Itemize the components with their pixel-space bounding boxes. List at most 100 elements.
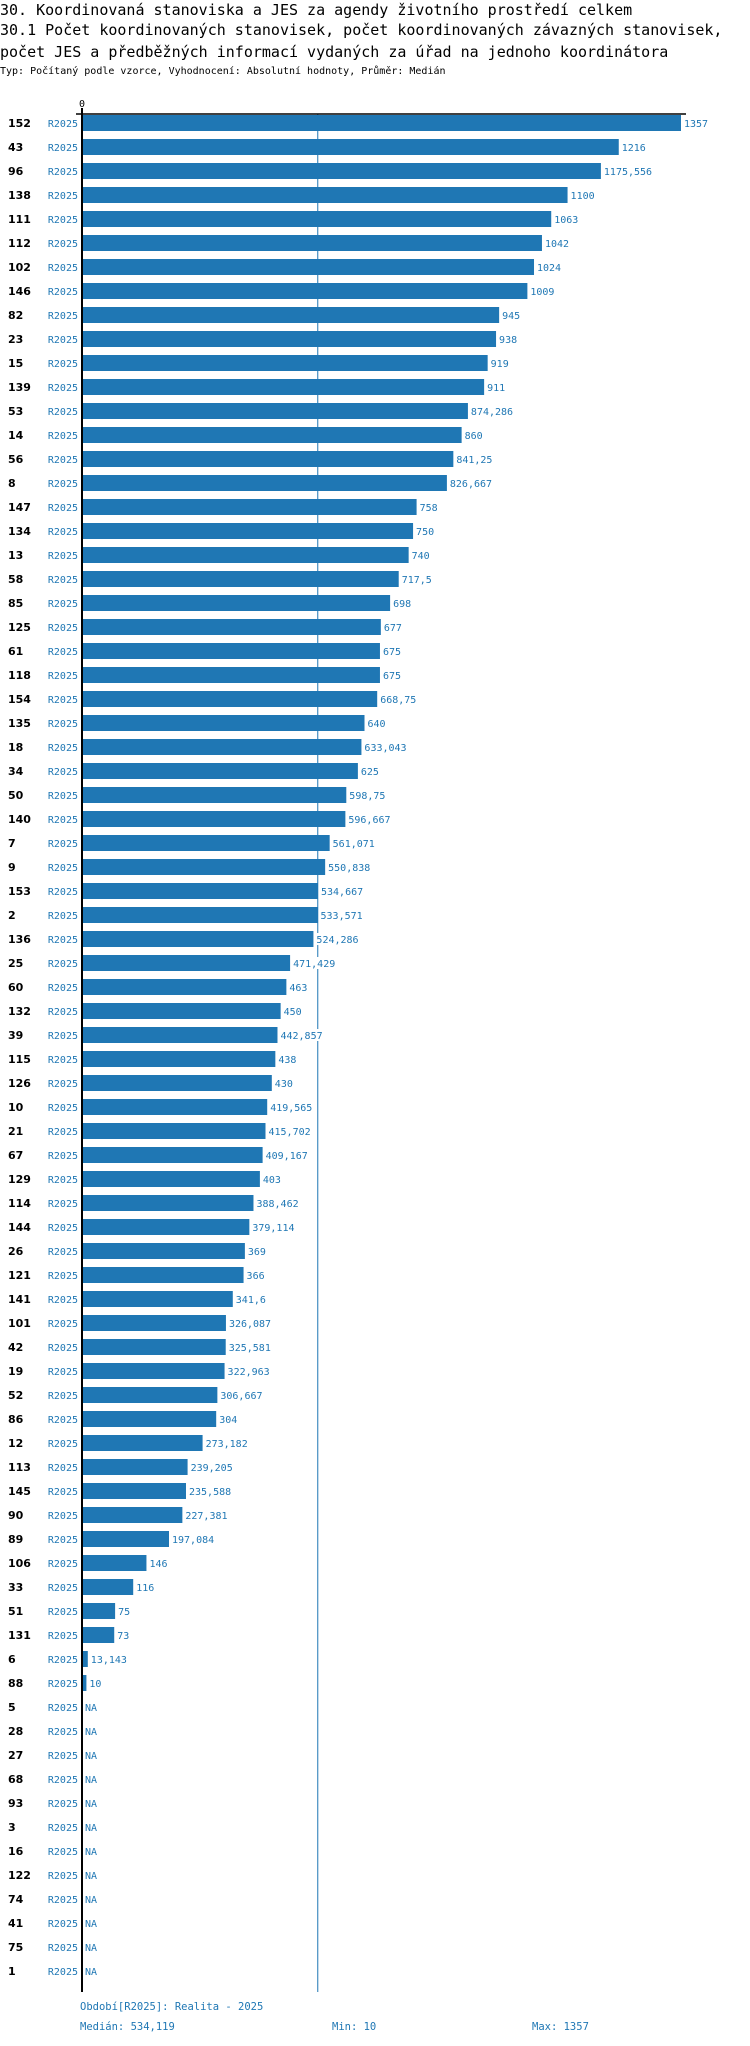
value-label: 1063 <box>554 215 578 226</box>
series-label: R2025 <box>48 1079 78 1090</box>
row-label: 39 <box>8 1029 23 1042</box>
bar <box>82 667 380 683</box>
value-label: 533,571 <box>321 911 363 922</box>
value-label-bg <box>273 1077 295 1089</box>
value-label-bg <box>135 1581 156 1593</box>
value-label: NA <box>85 1751 97 1762</box>
value-label: 306,667 <box>220 1391 262 1402</box>
row-label: 121 <box>8 1269 31 1282</box>
value-label: 534,667 <box>321 887 363 898</box>
row-label: 89 <box>8 1533 23 1546</box>
bar <box>82 403 468 419</box>
value-label-bg <box>84 1821 99 1833</box>
value-label-bg <box>84 1845 99 1857</box>
row-label: 27 <box>8 1749 23 1762</box>
row-label: 68 <box>8 1773 23 1786</box>
value-label: NA <box>85 1847 97 1858</box>
row-label: 136 <box>8 933 31 946</box>
value-label-bg <box>415 525 436 537</box>
value-label-bg <box>84 1701 99 1713</box>
value-label: 430 <box>275 1079 293 1090</box>
bar <box>82 1459 188 1475</box>
value-label: 197,084 <box>172 1535 214 1546</box>
value-label-bg <box>219 1389 265 1401</box>
row-label: 26 <box>8 1245 24 1258</box>
bar <box>82 1315 226 1331</box>
value-label-bg <box>463 429 485 441</box>
series-label: R2025 <box>48 503 78 514</box>
value-label-bg <box>189 1461 235 1473</box>
bar <box>82 547 409 563</box>
row-label: 8 <box>8 477 16 490</box>
value-label: NA <box>85 1895 97 1906</box>
value-label: 550,838 <box>328 863 370 874</box>
bar <box>82 1627 115 1643</box>
series-label: R2025 <box>48 1967 78 1978</box>
bar <box>82 355 488 371</box>
bar <box>82 811 346 827</box>
row-label: 12 <box>8 1437 23 1450</box>
value-label-bg <box>331 837 378 849</box>
series-label: R2025 <box>48 1175 78 1186</box>
row-label: 42 <box>8 1341 23 1354</box>
value-label-bg <box>553 213 581 225</box>
bar <box>82 523 414 539</box>
series-label: R2025 <box>48 1847 78 1858</box>
value-label: 227,381 <box>185 1511 227 1522</box>
row-label: 9 <box>8 861 16 874</box>
series-label: R2025 <box>48 1391 78 1402</box>
row-label: 82 <box>8 309 23 322</box>
footer-max: Max: 1357 <box>532 2021 589 2033</box>
value-label: 322,963 <box>228 1367 270 1378</box>
row-label: 18 <box>8 741 23 754</box>
series-label: R2025 <box>48 335 78 346</box>
value-label-bg <box>251 1221 297 1233</box>
value-label-bg <box>418 501 440 513</box>
row-label: 23 <box>8 333 23 346</box>
value-label: 698 <box>393 599 411 610</box>
series-label: R2025 <box>48 1319 78 1330</box>
series-label: R2025 <box>48 407 78 418</box>
series-label: R2025 <box>48 1199 78 1210</box>
bar <box>82 1387 218 1403</box>
value-label: 341,6 <box>236 1295 266 1306</box>
bar <box>82 1411 217 1427</box>
row-label: 41 <box>8 1917 23 1930</box>
value-label: 239,205 <box>191 1463 233 1474</box>
value-label-bg <box>382 621 404 633</box>
row-label: 153 <box>8 885 31 898</box>
series-label: R2025 <box>48 455 78 466</box>
value-label: 1100 <box>571 191 595 202</box>
footer-period: Období[R2025]: Realita - 2025 <box>80 2001 264 2013</box>
value-label-bg <box>292 957 338 969</box>
value-label-bg <box>279 1029 325 1041</box>
row-label: 67 <box>8 1149 23 1162</box>
series-label: R2025 <box>48 479 78 490</box>
bar <box>82 475 447 491</box>
value-label: 366 <box>247 1271 265 1282</box>
value-label: 463 <box>289 983 307 994</box>
series-label: R2025 <box>48 671 78 682</box>
value-label: 442,857 <box>280 1031 322 1042</box>
value-label: 471,429 <box>293 959 335 970</box>
value-label: 10 <box>89 1679 101 1690</box>
bar <box>82 1123 266 1139</box>
row-label: 21 <box>8 1125 23 1138</box>
bar <box>82 1555 147 1571</box>
series-label: R2025 <box>48 1895 78 1906</box>
value-label: NA <box>85 1967 97 1978</box>
value-label: NA <box>85 1799 97 1810</box>
bar <box>82 1603 116 1619</box>
value-label: 598,75 <box>349 791 385 802</box>
value-label-bg <box>269 1101 315 1113</box>
row-label: 132 <box>8 1005 31 1018</box>
value-label-bg <box>381 645 403 657</box>
row-label: 51 <box>8 1605 23 1618</box>
value-label-bg <box>486 381 507 393</box>
value-label: 750 <box>416 527 434 538</box>
row-label: 106 <box>8 1557 31 1570</box>
bar <box>82 1363 225 1379</box>
value-label-bg <box>536 261 563 273</box>
series-label: R2025 <box>48 1463 78 1474</box>
bar <box>82 1291 233 1307</box>
